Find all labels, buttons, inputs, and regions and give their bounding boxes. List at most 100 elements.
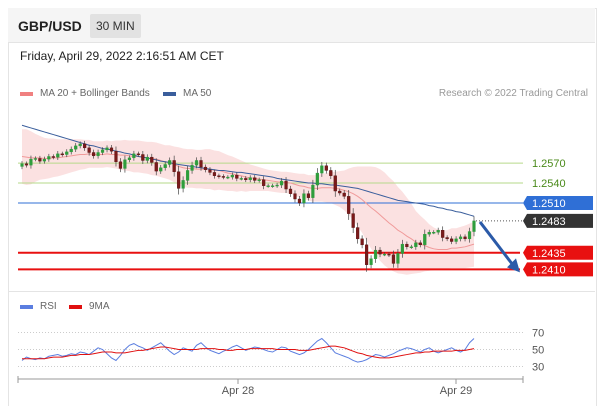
- bearish-candle: [293, 193, 297, 200]
- legend-ma20: MA 20 + Bollinger Bands: [20, 88, 150, 99]
- bullish-candle: [132, 153, 136, 159]
- bearish-candle: [60, 153, 64, 156]
- bullish-candle: [20, 163, 24, 167]
- currency-pair-title: GBP/USD: [18, 18, 82, 34]
- timeframe-badge[interactable]: 30 MIN: [90, 14, 141, 38]
- bullish-candle: [145, 156, 149, 161]
- bearish-candle: [333, 175, 337, 192]
- bearish-candle: [342, 192, 346, 197]
- x-tick-label: Apr 29: [440, 385, 472, 397]
- bearish-candle: [208, 169, 212, 173]
- bearish-candle: [109, 147, 114, 152]
- level-label: 1.2510: [532, 198, 566, 210]
- rsi-level-label: 50: [532, 345, 544, 357]
- bearish-candle: [217, 175, 221, 177]
- bearish-candle: [463, 236, 467, 240]
- bullish-candle: [373, 249, 378, 259]
- bearish-candle: [150, 156, 154, 163]
- bearish-candle: [445, 237, 449, 240]
- bullish-candle: [432, 232, 436, 234]
- bullish-candle: [396, 253, 400, 264]
- bearish-candle: [418, 242, 422, 246]
- bearish-candle: [92, 152, 96, 157]
- bullish-candle: [423, 233, 427, 246]
- level-label-bg: [523, 195, 593, 210]
- bullish-candle: [74, 145, 78, 150]
- bearish-candle: [338, 190, 342, 194]
- bearish-candle: [356, 227, 360, 240]
- bearish-candle: [154, 162, 158, 172]
- bullish-candle: [100, 149, 105, 153]
- bullish-candle: [230, 174, 234, 178]
- bearish-candle: [141, 154, 145, 161]
- rsi-level-label: 70: [532, 328, 544, 340]
- ma50-line: [21, 124, 475, 217]
- bullish-candle: [181, 180, 185, 189]
- level-label-bg: [523, 213, 593, 228]
- level-label: 1.2435: [532, 248, 566, 260]
- bearish-candle: [212, 172, 217, 176]
- bearish-candle: [38, 158, 42, 162]
- bearish-candle: [324, 165, 328, 171]
- chart-panel: [8, 8, 597, 406]
- bullish-candle: [279, 180, 284, 186]
- bearish-candle: [87, 147, 91, 153]
- bullish-candle: [248, 177, 252, 180]
- bearish-candle: [450, 238, 454, 242]
- bullish-candle: [467, 231, 472, 240]
- bearish-candle: [364, 244, 369, 265]
- bullish-candle: [382, 253, 387, 256]
- ma9-swatch: [69, 304, 82, 309]
- rsi-level-label: 30: [532, 361, 544, 373]
- bearish-candle: [51, 156, 55, 158]
- bullish-candle: [226, 176, 230, 179]
- bullish-candle: [42, 158, 46, 162]
- bullish-candle: [69, 148, 73, 153]
- bullish-candle: [400, 243, 404, 254]
- legend-ma50: MA 50: [163, 88, 211, 99]
- bullish-candle: [239, 178, 243, 180]
- bullish-candle: [123, 159, 127, 169]
- bullish-candle: [436, 230, 440, 233]
- bearish-candle: [405, 243, 409, 248]
- bullish-candle: [454, 238, 458, 242]
- bearish-candle: [441, 230, 445, 238]
- ma50-legend-label: MA 50: [183, 88, 212, 99]
- bearish-candle: [297, 198, 302, 204]
- bullish-candle: [302, 193, 306, 204]
- bullish-candle: [266, 185, 270, 187]
- bearish-candle: [199, 160, 203, 168]
- bullish-candle: [78, 143, 82, 147]
- bearish-candle: [221, 176, 225, 178]
- x-tick-label: Apr 28: [222, 385, 254, 397]
- rsi-legend-label: RSI: [40, 301, 57, 312]
- bearish-candle: [329, 170, 333, 176]
- level-label-bg: [523, 245, 593, 260]
- bullish-candle: [369, 258, 373, 265]
- bullish-candle: [190, 164, 194, 171]
- bearish-candle: [253, 177, 257, 181]
- bullish-candle: [105, 147, 109, 151]
- ma50-swatch: [163, 91, 176, 96]
- bearish-candle: [262, 179, 266, 186]
- bearish-candle: [284, 180, 288, 190]
- bullish-candle: [65, 151, 69, 155]
- bearish-candle: [172, 160, 176, 172]
- bearish-candle: [203, 166, 208, 170]
- bearish-candle: [118, 161, 123, 169]
- legend-rsi: RSI: [20, 301, 57, 312]
- bullish-candle: [311, 184, 315, 198]
- bullish-candle: [472, 220, 476, 232]
- bullish-candle: [315, 172, 319, 186]
- bullish-candle: [414, 242, 418, 248]
- bearish-candle: [360, 238, 364, 246]
- bearish-candle: [347, 196, 351, 214]
- ma20-swatch: [20, 91, 33, 96]
- forecast-arrow: [478, 221, 516, 268]
- level-label: 1.2410: [532, 264, 566, 276]
- bearish-candle: [244, 178, 248, 180]
- legend-9ma: 9MA: [69, 301, 110, 312]
- chart-datetime: Friday, April 29, 2022 2:16:51 AM CET: [20, 49, 224, 63]
- bearish-candle: [24, 163, 29, 166]
